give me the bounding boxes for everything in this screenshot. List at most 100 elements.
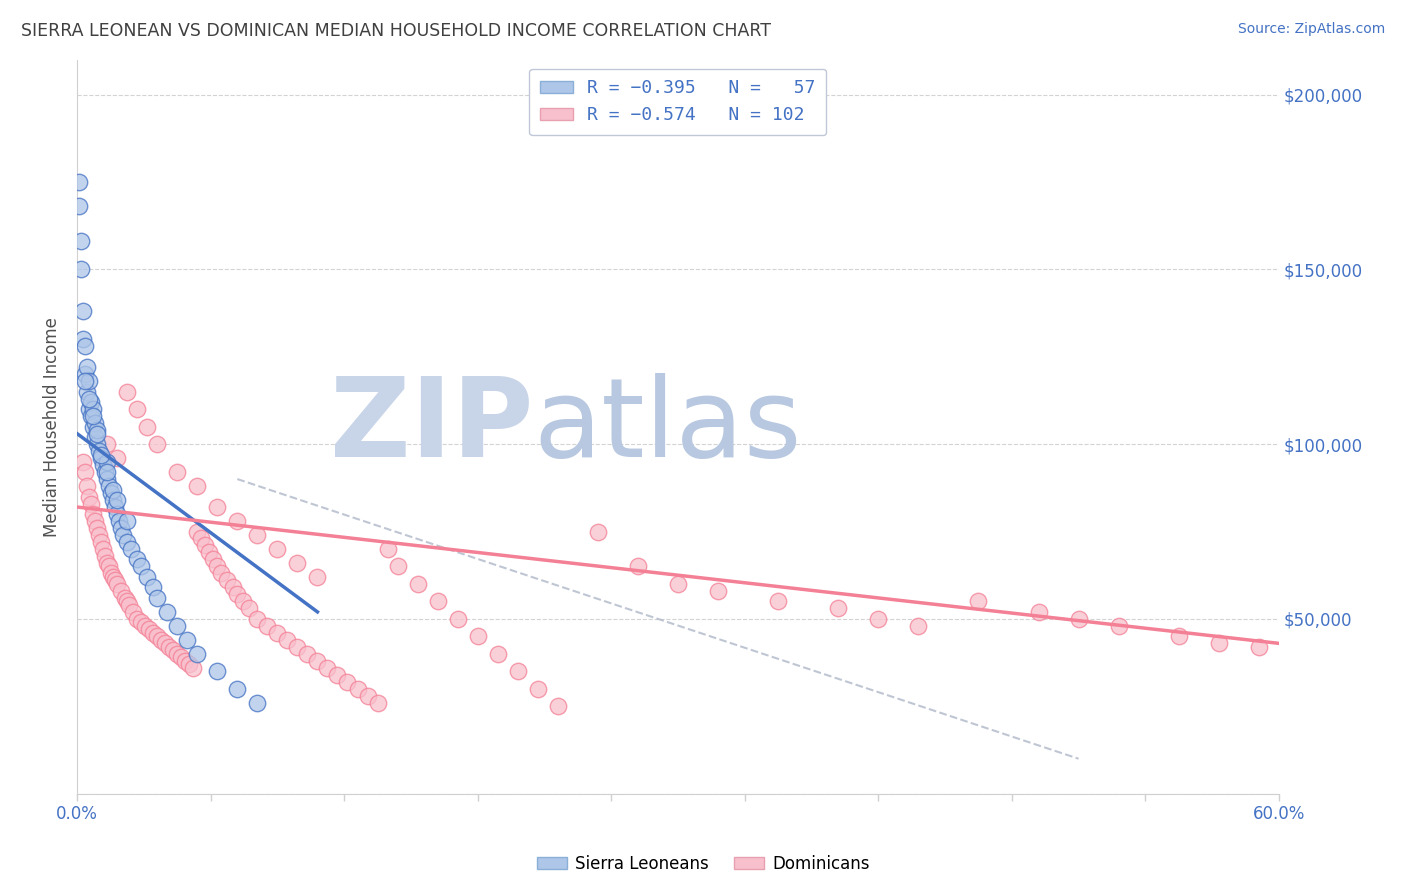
Point bbox=[157, 640, 180, 654]
Point bbox=[67, 199, 90, 213]
Point bbox=[142, 626, 165, 640]
Point bbox=[138, 623, 160, 637]
Point bbox=[297, 647, 319, 661]
Point bbox=[96, 437, 118, 451]
Point bbox=[115, 535, 138, 549]
Point bbox=[146, 591, 169, 605]
Point bbox=[186, 647, 208, 661]
Point bbox=[526, 681, 548, 696]
Point bbox=[387, 559, 409, 574]
Point bbox=[170, 650, 193, 665]
Point bbox=[547, 699, 569, 714]
Text: atlas: atlas bbox=[534, 373, 803, 480]
Point bbox=[90, 448, 112, 462]
Point bbox=[287, 640, 309, 654]
Point bbox=[72, 454, 94, 468]
Point bbox=[868, 612, 890, 626]
Point bbox=[202, 552, 225, 566]
Point bbox=[129, 559, 152, 574]
Point bbox=[72, 304, 94, 318]
Point bbox=[146, 629, 169, 643]
Point bbox=[766, 594, 789, 608]
Point bbox=[336, 674, 359, 689]
Point bbox=[217, 574, 239, 588]
Text: Source: ZipAtlas.com: Source: ZipAtlas.com bbox=[1237, 22, 1385, 37]
Point bbox=[115, 594, 138, 608]
Point bbox=[181, 661, 204, 675]
Point bbox=[86, 521, 108, 535]
Point bbox=[115, 514, 138, 528]
Point bbox=[232, 594, 254, 608]
Point bbox=[115, 384, 138, 399]
Point bbox=[100, 566, 122, 581]
Point bbox=[486, 647, 509, 661]
Point bbox=[114, 591, 136, 605]
Point bbox=[246, 696, 269, 710]
Point bbox=[142, 581, 165, 595]
Point bbox=[100, 486, 122, 500]
Point bbox=[105, 577, 128, 591]
Point bbox=[108, 514, 131, 528]
Point bbox=[77, 374, 100, 388]
Point bbox=[90, 451, 112, 466]
Point bbox=[586, 524, 609, 539]
Point bbox=[84, 416, 107, 430]
Point bbox=[367, 696, 389, 710]
Point bbox=[209, 566, 232, 581]
Point bbox=[266, 541, 288, 556]
Point bbox=[104, 500, 127, 514]
Point bbox=[198, 545, 221, 559]
Point bbox=[90, 535, 112, 549]
Point bbox=[907, 619, 929, 633]
Y-axis label: Median Household Income: Median Household Income bbox=[44, 317, 60, 537]
Text: SIERRA LEONEAN VS DOMINICAN MEDIAN HOUSEHOLD INCOME CORRELATION CHART: SIERRA LEONEAN VS DOMINICAN MEDIAN HOUSE… bbox=[21, 22, 770, 40]
Point bbox=[127, 552, 149, 566]
Point bbox=[82, 409, 104, 424]
Point bbox=[105, 507, 128, 521]
Point bbox=[105, 451, 128, 466]
Point bbox=[77, 392, 100, 406]
Point bbox=[70, 235, 93, 249]
Point bbox=[127, 402, 149, 417]
Legend: R = −0.395   N =   57, R = −0.574   N = 102: R = −0.395 N = 57, R = −0.574 N = 102 bbox=[530, 69, 827, 136]
Point bbox=[194, 539, 217, 553]
Point bbox=[307, 654, 329, 668]
Point bbox=[104, 574, 127, 588]
Point bbox=[86, 426, 108, 441]
Point bbox=[96, 472, 118, 486]
Point bbox=[1247, 640, 1270, 654]
Point bbox=[120, 541, 142, 556]
Point bbox=[89, 528, 111, 542]
Point bbox=[506, 665, 529, 679]
Point bbox=[150, 632, 173, 647]
Point bbox=[166, 465, 188, 479]
Point bbox=[179, 657, 201, 672]
Point bbox=[426, 594, 449, 608]
Point bbox=[967, 594, 990, 608]
Point bbox=[122, 605, 145, 619]
Point bbox=[447, 612, 470, 626]
Point bbox=[82, 402, 104, 417]
Point bbox=[70, 262, 93, 277]
Point bbox=[166, 647, 188, 661]
Point bbox=[256, 619, 278, 633]
Point bbox=[101, 493, 124, 508]
Legend: Sierra Leoneans, Dominicans: Sierra Leoneans, Dominicans bbox=[530, 848, 876, 880]
Point bbox=[207, 665, 229, 679]
Point bbox=[94, 549, 117, 563]
Point bbox=[86, 423, 108, 437]
Point bbox=[75, 368, 97, 382]
Point bbox=[110, 521, 132, 535]
Point bbox=[96, 556, 118, 570]
Point bbox=[190, 532, 212, 546]
Point bbox=[287, 556, 309, 570]
Point bbox=[136, 419, 159, 434]
Point bbox=[82, 419, 104, 434]
Point bbox=[134, 619, 156, 633]
Point bbox=[166, 619, 188, 633]
Point bbox=[666, 577, 689, 591]
Point bbox=[72, 332, 94, 346]
Point bbox=[226, 681, 249, 696]
Point bbox=[84, 430, 107, 444]
Point bbox=[94, 465, 117, 479]
